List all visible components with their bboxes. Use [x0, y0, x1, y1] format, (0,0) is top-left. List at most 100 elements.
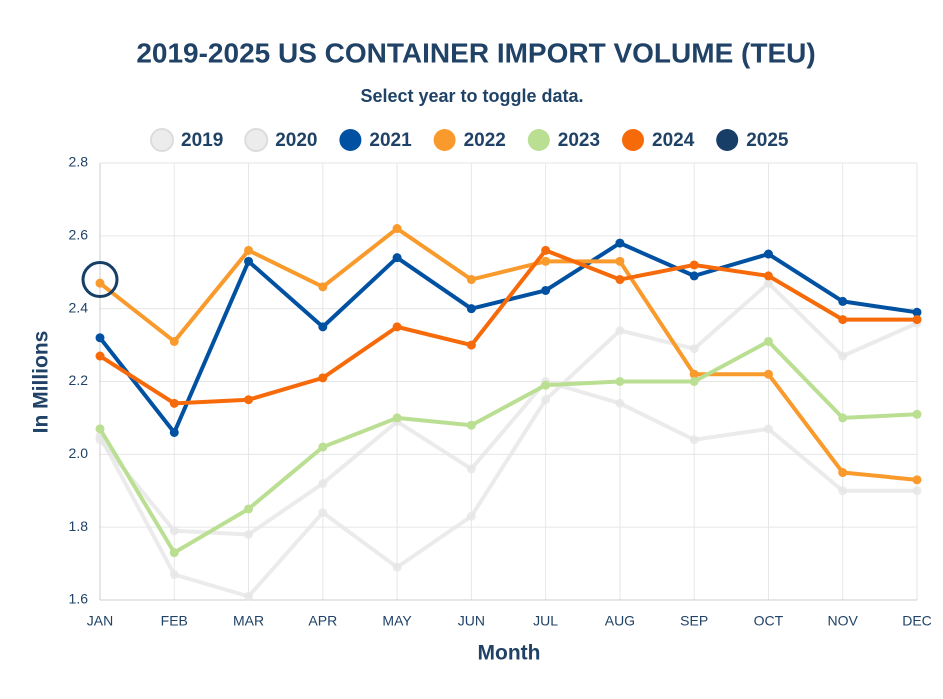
- point: [466, 464, 476, 474]
- point: [689, 271, 699, 281]
- x-tick-label: AUG: [605, 613, 635, 629]
- point: [244, 529, 254, 539]
- point: [763, 424, 773, 434]
- point: [763, 278, 773, 288]
- point: [615, 398, 625, 408]
- point: [912, 307, 922, 317]
- y-tick-label: 1.6: [69, 591, 89, 607]
- legend-swatch[interactable]: [339, 129, 362, 151]
- point: [95, 278, 105, 288]
- series-line: [98, 339, 918, 555]
- point: [244, 245, 254, 255]
- point: [244, 395, 254, 405]
- point: [318, 508, 328, 518]
- point: [466, 511, 476, 521]
- point: [838, 351, 848, 361]
- point: [466, 304, 476, 314]
- legend-label[interactable]: 2023: [558, 130, 600, 151]
- y-tick-label: 1.8: [69, 518, 89, 534]
- legend-swatch[interactable]: [433, 129, 456, 151]
- legend-swatch[interactable]: [527, 129, 550, 151]
- point: [838, 413, 848, 423]
- point: [392, 224, 402, 234]
- point: [466, 275, 476, 285]
- x-tick-label: SEP: [680, 613, 708, 629]
- point: [912, 315, 922, 325]
- point: [318, 282, 328, 292]
- point: [763, 271, 773, 281]
- legend-swatch[interactable]: [716, 129, 739, 151]
- point: [689, 344, 699, 354]
- point: [392, 253, 402, 263]
- point: [392, 562, 402, 572]
- point: [689, 377, 699, 386]
- legend-label[interactable]: 2020: [275, 130, 317, 151]
- point: [615, 238, 625, 248]
- point: [318, 478, 328, 488]
- y-tick-label: 2.6: [69, 227, 89, 243]
- point: [763, 369, 773, 379]
- series-line: [98, 379, 917, 537]
- series-line: [98, 281, 918, 599]
- point: [912, 486, 922, 496]
- x-tick-label: JUL: [533, 613, 558, 629]
- legend-label[interactable]: 2019: [181, 130, 223, 151]
- point: [838, 296, 848, 306]
- point: [541, 395, 551, 405]
- point: [466, 340, 476, 350]
- y-tick-label: 2.2: [69, 372, 89, 388]
- point: [763, 249, 773, 259]
- legend-label[interactable]: 2021: [369, 130, 412, 151]
- point: [95, 424, 105, 434]
- point: [912, 475, 922, 485]
- legend-label[interactable]: 2022: [464, 130, 506, 151]
- point: [541, 285, 551, 295]
- point: [318, 373, 328, 383]
- point: [466, 420, 476, 430]
- point: [169, 398, 179, 408]
- point: [541, 380, 551, 390]
- point: [318, 442, 328, 452]
- point: [838, 486, 848, 496]
- x-tick-label: FEB: [161, 613, 188, 629]
- point: [95, 333, 105, 343]
- x-tick-label: DEC: [902, 613, 932, 629]
- y-tick-label: 2.4: [69, 299, 89, 315]
- point: [689, 369, 699, 379]
- legend-swatch[interactable]: [244, 128, 269, 152]
- point: [838, 468, 848, 478]
- legend-label[interactable]: 2025: [746, 130, 789, 151]
- point: [541, 245, 551, 255]
- x-tick-label: MAR: [233, 613, 264, 629]
- point: [615, 256, 625, 266]
- point: [244, 591, 254, 601]
- x-tick-label: APR: [308, 613, 337, 629]
- legend-swatch[interactable]: [622, 129, 644, 151]
- point: [244, 256, 254, 266]
- y-tick-label: 2.8: [69, 154, 89, 170]
- point: [615, 377, 625, 386]
- series-line: [98, 226, 918, 482]
- point: [615, 326, 625, 336]
- x-tick-label: NOV: [828, 613, 859, 629]
- point: [912, 409, 922, 419]
- legend-swatch[interactable]: [150, 128, 174, 152]
- point: [318, 322, 328, 332]
- legend-label[interactable]: 2024: [652, 130, 695, 151]
- point: [169, 427, 179, 437]
- y-axis-label: In Millions: [30, 331, 53, 434]
- point: [392, 322, 402, 332]
- point: [169, 570, 179, 580]
- point: [95, 351, 105, 361]
- point-marker: [81, 261, 119, 299]
- x-tick-label: JUN: [458, 613, 485, 629]
- point: [541, 256, 551, 266]
- point: [169, 526, 179, 536]
- point: [615, 275, 625, 285]
- x-tick-label: MAY: [382, 613, 412, 629]
- point: [763, 336, 773, 346]
- x-tick-label: JAN: [87, 613, 113, 629]
- point: [689, 260, 699, 270]
- chart-title: 2019-2025 US CONTAINER IMPORT VOLUME (TE…: [136, 37, 815, 68]
